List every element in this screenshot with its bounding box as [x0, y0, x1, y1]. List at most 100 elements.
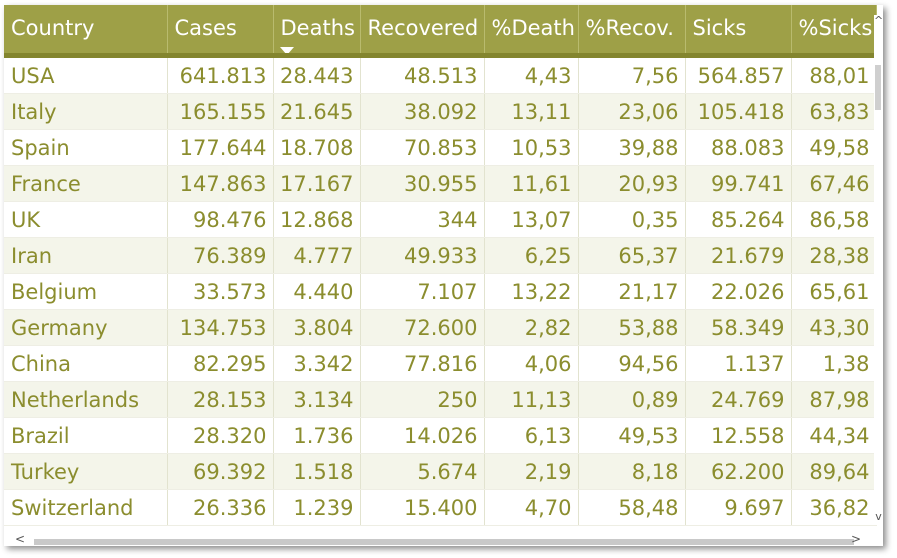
cell-percent-sicks[interactable]: 65,61 — [791, 273, 877, 310]
cell-deaths[interactable]: 3.134 — [273, 381, 361, 418]
cell-percent-sicks[interactable]: 43,30 — [791, 309, 877, 346]
cell-percent-death[interactable]: 11,13 — [484, 381, 579, 418]
cell-recovered[interactable]: 250 — [360, 381, 485, 418]
cell-deaths[interactable]: 1.239 — [273, 489, 361, 526]
cell-cases[interactable]: 641.813 — [167, 55, 274, 94]
cell-percent-recovered[interactable]: 8,18 — [578, 453, 686, 490]
column-header-recovered[interactable]: Recovered — [360, 5, 485, 56]
table-row[interactable]: UK 98.476 12.868 344 13,07 0,35 85.264 86,58 — [4, 201, 877, 238]
cell-percent-recovered[interactable]: 20,93 — [578, 165, 686, 202]
table-row[interactable]: Turkey 69.392 1.518 5.674 2,19 8,18 62.200 89,6… — [4, 453, 877, 490]
vertical-scrollbar[interactable]: ^ v — [874, 15, 883, 525]
cell-country[interactable]: Brazil — [4, 417, 168, 454]
table-row[interactable]: Italy 165.155 21.645 38.092 13,11 23,06 105.41… — [4, 93, 877, 130]
table-row[interactable]: Spain 177.644 18.708 70.853 10,53 39,88 88.083… — [4, 129, 877, 166]
cell-sicks[interactable]: 12.558 — [685, 417, 792, 454]
cell-cases[interactable]: 28.153 — [167, 381, 274, 418]
cell-cases[interactable]: 26.336 — [167, 489, 274, 526]
cell-percent-recovered[interactable]: 7,56 — [578, 55, 686, 94]
horizontal-scroll-thumb[interactable] — [34, 539, 854, 545]
cell-deaths[interactable]: 1.518 — [273, 453, 361, 490]
cell-cases[interactable]: 177.644 — [167, 129, 274, 166]
cell-country[interactable]: Turkey — [4, 453, 168, 490]
cell-deaths[interactable]: 4.777 — [273, 237, 361, 274]
column-header-percent-death[interactable]: %Death — [484, 5, 579, 56]
cell-cases[interactable]: 98.476 — [167, 201, 274, 238]
cell-percent-sicks[interactable]: 87,98 — [791, 381, 877, 418]
cell-recovered[interactable]: 72.600 — [360, 309, 485, 346]
column-header-deaths[interactable]: Deaths — [273, 5, 361, 56]
cell-sicks[interactable]: 85.264 — [685, 201, 792, 238]
cell-recovered[interactable]: 344 — [360, 201, 485, 238]
cell-country[interactable]: France — [4, 165, 168, 202]
cell-percent-recovered[interactable]: 23,06 — [578, 93, 686, 130]
cell-percent-sicks[interactable]: 49,58 — [791, 129, 877, 166]
horizontal-scrollbar[interactable]: < > — [14, 533, 874, 546]
cell-recovered[interactable]: 48.513 — [360, 55, 485, 94]
cell-percent-recovered[interactable]: 94,56 — [578, 345, 686, 382]
column-header-cases[interactable]: Cases — [167, 5, 274, 56]
cell-deaths[interactable]: 1.736 — [273, 417, 361, 454]
cell-deaths[interactable]: 4.440 — [273, 273, 361, 310]
cell-cases[interactable]: 147.863 — [167, 165, 274, 202]
cell-percent-death[interactable]: 11,61 — [484, 165, 579, 202]
table-row[interactable]: Germany 134.753 3.804 72.600 2,82 53,88 58.349… — [4, 309, 877, 346]
cell-percent-sicks[interactable]: 88,01 — [791, 55, 877, 94]
cell-percent-sicks[interactable]: 28,38 — [791, 237, 877, 274]
cell-recovered[interactable]: 15.400 — [360, 489, 485, 526]
column-header-country[interactable]: Country — [4, 5, 168, 56]
table-row[interactable]: Belgium 33.573 4.440 7.107 13,22 21,17 22.026 6… — [4, 273, 877, 310]
cell-percent-recovered[interactable]: 49,53 — [578, 417, 686, 454]
cell-percent-sicks[interactable]: 1,38 — [791, 345, 877, 382]
cell-country[interactable]: Belgium — [4, 273, 168, 310]
cell-percent-sicks[interactable]: 67,46 — [791, 165, 877, 202]
cell-percent-death[interactable]: 13,11 — [484, 93, 579, 130]
cell-country[interactable]: Italy — [4, 93, 168, 130]
scroll-up-icon[interactable]: ^ — [874, 14, 883, 27]
cell-sicks[interactable]: 58.349 — [685, 309, 792, 346]
table-row[interactable]: Netherlands 28.153 3.134 250 11,13 0,89 24.769… — [4, 381, 877, 418]
cell-country[interactable]: Iran — [4, 237, 168, 274]
cell-cases[interactable]: 76.389 — [167, 237, 274, 274]
cell-percent-death[interactable]: 13,07 — [484, 201, 579, 238]
table-row[interactable]: Switzerland 26.336 1.239 15.400 4,70 58,48 9.6… — [4, 489, 877, 526]
cell-cases[interactable]: 134.753 — [167, 309, 274, 346]
cell-deaths[interactable]: 3.804 — [273, 309, 361, 346]
cell-country[interactable]: China — [4, 345, 168, 382]
cell-sicks[interactable]: 1.137 — [685, 345, 792, 382]
scroll-left-icon[interactable]: < — [14, 532, 26, 546]
cell-cases[interactable]: 69.392 — [167, 453, 274, 490]
cell-cases[interactable]: 82.295 — [167, 345, 274, 382]
cell-percent-death[interactable]: 2,82 — [484, 309, 579, 346]
cell-percent-sicks[interactable]: 63,83 — [791, 93, 877, 130]
table-row[interactable]: France 147.863 17.167 30.955 11,61 20,93 99.74… — [4, 165, 877, 202]
cell-recovered[interactable]: 5.674 — [360, 453, 485, 490]
cell-sicks[interactable]: 99.741 — [685, 165, 792, 202]
cell-cases[interactable]: 165.155 — [167, 93, 274, 130]
cell-percent-sicks[interactable]: 89,64 — [791, 453, 877, 490]
column-header-percent-recovered[interactable]: %Recov. — [578, 5, 686, 56]
cell-country[interactable]: USA — [4, 55, 168, 94]
table-row[interactable]: Brazil 28.320 1.736 14.026 6,13 49,53 12.558 44… — [4, 417, 877, 454]
cell-percent-death[interactable]: 2,19 — [484, 453, 579, 490]
cell-country[interactable]: Netherlands — [4, 381, 168, 418]
cell-recovered[interactable]: 70.853 — [360, 129, 485, 166]
cell-percent-death[interactable]: 6,25 — [484, 237, 579, 274]
scroll-right-icon[interactable]: > — [850, 532, 862, 546]
cell-sicks[interactable]: 22.026 — [685, 273, 792, 310]
cell-recovered[interactable]: 38.092 — [360, 93, 485, 130]
table-row[interactable]: USA 641.813 28.443 48.513 4,43 7,56 564.857 88,… — [4, 55, 877, 94]
table-row[interactable]: China 82.295 3.342 77.816 4,06 94,56 1.137 1,38 — [4, 345, 877, 382]
cell-country[interactable]: Germany — [4, 309, 168, 346]
table-row[interactable]: Iran 76.389 4.777 49.933 6,25 65,37 21.679 28,3… — [4, 237, 877, 274]
cell-country[interactable]: Spain — [4, 129, 168, 166]
cell-sicks[interactable]: 105.418 — [685, 93, 792, 130]
cell-deaths[interactable]: 18.708 — [273, 129, 361, 166]
cell-sicks[interactable]: 564.857 — [685, 55, 792, 94]
cell-percent-recovered[interactable]: 39,88 — [578, 129, 686, 166]
cell-deaths[interactable]: 12.868 — [273, 201, 361, 238]
cell-sicks[interactable]: 62.200 — [685, 453, 792, 490]
cell-percent-recovered[interactable]: 0,35 — [578, 201, 686, 238]
cell-sicks[interactable]: 21.679 — [685, 237, 792, 274]
cell-deaths[interactable]: 3.342 — [273, 345, 361, 382]
